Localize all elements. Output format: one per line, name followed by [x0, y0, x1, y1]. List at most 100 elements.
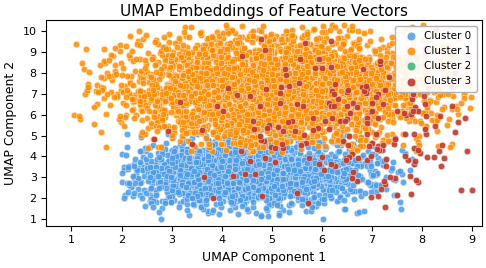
Cluster 1 — [337, 133, 345, 137]
Cluster 1 — [234, 66, 242, 71]
Cluster 0 — [183, 162, 191, 167]
Cluster 1 — [208, 67, 216, 71]
Cluster 1 — [296, 90, 304, 94]
Cluster 1 — [244, 86, 252, 90]
Cluster 0 — [318, 153, 326, 157]
Cluster 1 — [242, 70, 250, 75]
Cluster 1 — [337, 89, 345, 93]
Cluster 0 — [311, 167, 319, 171]
Cluster 0 — [388, 166, 396, 170]
Cluster 1 — [340, 98, 347, 103]
Cluster 1 — [218, 78, 226, 83]
Cluster 1 — [162, 110, 170, 115]
Cluster 1 — [317, 56, 325, 61]
Cluster 1 — [206, 81, 214, 85]
Cluster 1 — [218, 95, 226, 99]
Cluster 1 — [174, 80, 181, 84]
Cluster 0 — [288, 164, 295, 169]
Cluster 1 — [445, 71, 452, 75]
Cluster 1 — [269, 94, 277, 99]
Cluster 0 — [243, 154, 251, 158]
Cluster 0 — [254, 188, 262, 192]
Cluster 1 — [270, 37, 278, 41]
Cluster 0 — [390, 177, 398, 181]
Cluster 0 — [143, 165, 151, 169]
Cluster 1 — [327, 102, 335, 106]
Cluster 1 — [214, 62, 222, 67]
Cluster 0 — [268, 166, 276, 170]
Cluster 0 — [241, 155, 249, 159]
Cluster 0 — [273, 191, 280, 195]
Cluster 1 — [332, 84, 340, 89]
Cluster 1 — [216, 83, 224, 87]
Cluster 1 — [249, 104, 257, 109]
Cluster 0 — [221, 169, 228, 173]
Cluster 1 — [286, 58, 294, 62]
Cluster 1 — [182, 34, 190, 38]
Cluster 1 — [204, 55, 211, 59]
Cluster 1 — [212, 66, 220, 70]
Cluster 1 — [283, 95, 291, 99]
Cluster 0 — [163, 166, 171, 170]
Cluster 1 — [317, 44, 325, 48]
Cluster 0 — [241, 177, 248, 181]
Cluster 0 — [281, 183, 289, 187]
Cluster 0 — [300, 133, 308, 137]
Cluster 0 — [300, 190, 308, 195]
Cluster 1 — [225, 93, 233, 97]
Cluster 0 — [276, 171, 283, 176]
Cluster 1 — [299, 83, 307, 87]
Cluster 1 — [113, 92, 121, 96]
Cluster 1 — [288, 106, 296, 110]
Cluster 1 — [207, 98, 215, 103]
Cluster 1 — [290, 91, 298, 95]
Cluster 1 — [468, 95, 475, 99]
Cluster 3 — [406, 61, 414, 65]
Cluster 0 — [337, 183, 345, 187]
Cluster 0 — [178, 146, 186, 151]
Cluster 1 — [177, 54, 185, 59]
Cluster 1 — [352, 56, 360, 60]
Cluster 1 — [295, 104, 303, 108]
Cluster 0 — [226, 150, 234, 154]
Cluster 0 — [147, 197, 155, 201]
Cluster 1 — [356, 144, 364, 149]
Cluster 1 — [223, 73, 230, 77]
Cluster 1 — [210, 95, 218, 100]
Cluster 1 — [243, 52, 251, 56]
Cluster 1 — [188, 65, 195, 69]
Cluster 1 — [323, 99, 330, 104]
Cluster 1 — [251, 103, 259, 107]
Cluster 0 — [256, 176, 264, 180]
Cluster 1 — [72, 42, 80, 46]
Cluster 1 — [217, 142, 225, 146]
Cluster 1 — [327, 104, 334, 108]
Cluster 0 — [294, 169, 302, 173]
Cluster 0 — [137, 149, 144, 153]
Cluster 0 — [231, 163, 239, 167]
Cluster 0 — [242, 170, 249, 174]
Cluster 1 — [348, 28, 356, 32]
Cluster 1 — [305, 58, 312, 63]
Cluster 3 — [402, 113, 410, 117]
Cluster 1 — [178, 124, 186, 128]
Cluster 1 — [304, 70, 312, 75]
Cluster 0 — [254, 155, 261, 159]
Cluster 1 — [289, 79, 297, 83]
Cluster 1 — [329, 91, 337, 95]
Cluster 0 — [310, 146, 318, 150]
Cluster 1 — [322, 94, 330, 98]
Cluster 1 — [445, 58, 452, 63]
Cluster 0 — [306, 173, 314, 177]
Cluster 1 — [226, 40, 234, 45]
Cluster 1 — [264, 118, 272, 122]
Cluster 1 — [294, 44, 301, 48]
Cluster 1 — [231, 133, 239, 137]
Cluster 1 — [279, 120, 287, 124]
Cluster 0 — [339, 174, 347, 178]
Cluster 1 — [328, 84, 336, 88]
Cluster 0 — [200, 199, 208, 203]
Cluster 1 — [403, 95, 411, 99]
Cluster 1 — [267, 71, 275, 75]
Cluster 1 — [292, 87, 300, 91]
